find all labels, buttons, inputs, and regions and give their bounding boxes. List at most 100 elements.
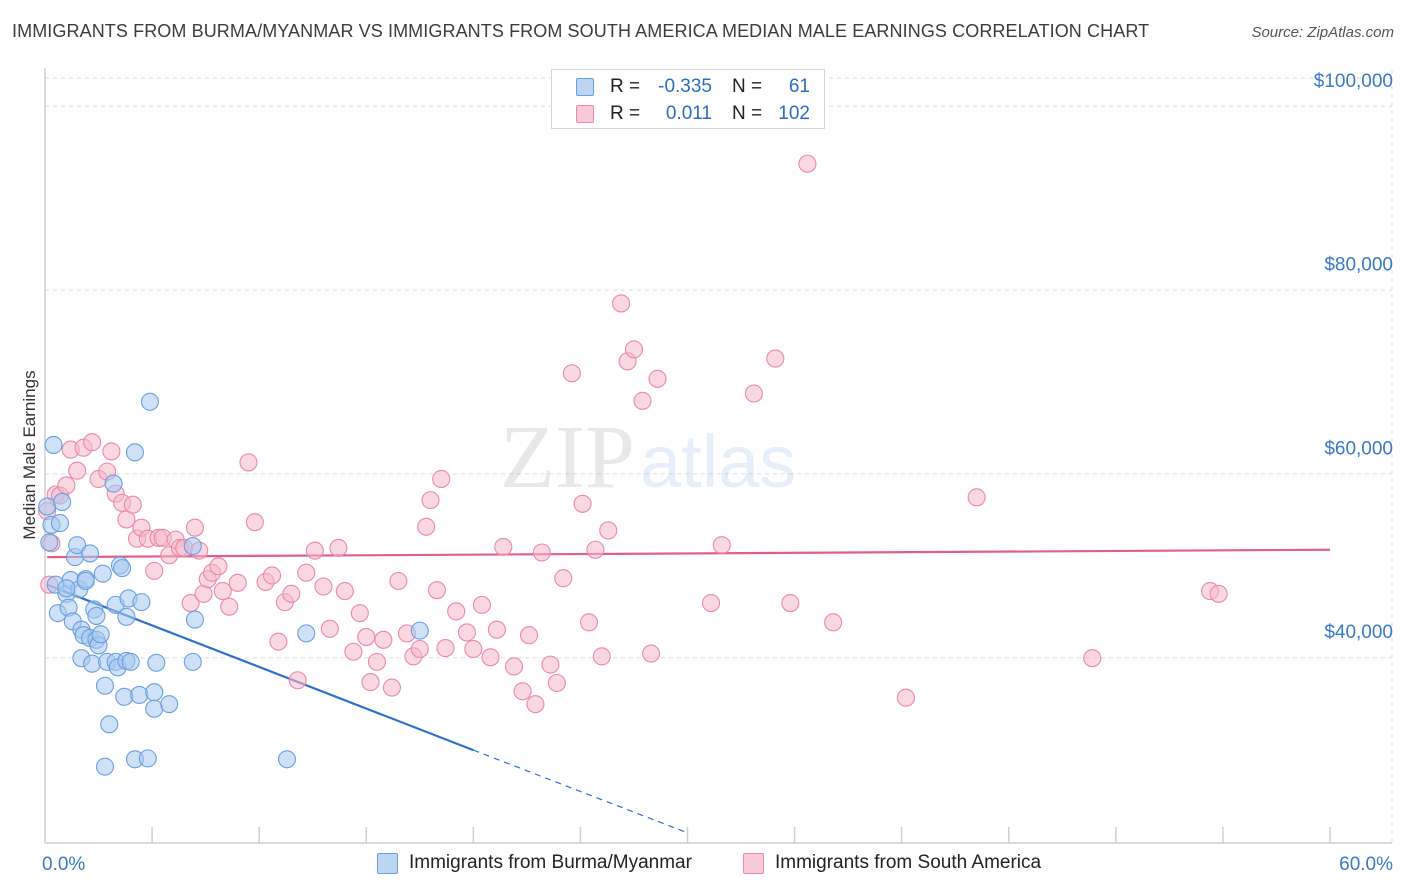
point-south-america	[457, 623, 476, 642]
point-south-america	[436, 639, 455, 658]
legend-swatch-blue	[576, 78, 594, 96]
point-south-america	[586, 540, 605, 559]
point-south-america	[532, 543, 551, 562]
point-south-america	[896, 688, 916, 707]
point-south-america	[357, 628, 376, 647]
point-burma	[83, 654, 102, 673]
point-south-america	[967, 488, 986, 507]
point-burma	[100, 715, 119, 734]
point-south-america	[320, 619, 339, 638]
point-south-america	[541, 655, 560, 674]
stats-legend: R = -0.335 N = 61 R = 0.011 N = 102	[551, 69, 825, 129]
point-south-america	[228, 573, 247, 592]
point-burma	[410, 621, 429, 640]
point-south-america	[547, 673, 566, 693]
point-south-america	[367, 652, 387, 671]
point-south-america	[1083, 649, 1102, 668]
point-south-america	[83, 433, 102, 452]
point-burma	[80, 544, 100, 563]
point-south-america	[554, 569, 573, 588]
legend-r-label: R =	[610, 103, 641, 124]
point-south-america	[612, 294, 631, 313]
point-south-america	[504, 657, 524, 676]
point-south-america	[102, 442, 121, 461]
point-south-america	[269, 632, 288, 651]
point-south-america	[579, 613, 599, 632]
point-south-america	[382, 678, 402, 697]
point-south-america	[513, 682, 532, 701]
point-south-america	[350, 604, 369, 623]
watermark-atlas: atlas	[640, 420, 796, 503]
point-south-america	[410, 639, 429, 659]
point-burma	[117, 607, 136, 626]
point-south-america	[766, 349, 785, 368]
point-south-america	[624, 340, 644, 359]
point-south-america	[220, 597, 239, 616]
point-burma	[125, 443, 144, 462]
point-south-america	[432, 469, 451, 489]
point-burma	[183, 652, 202, 671]
point-burma	[138, 749, 157, 768]
point-south-america	[519, 626, 539, 645]
point-burma	[93, 564, 112, 583]
point-south-america	[487, 620, 506, 639]
legend-n-value: 102	[778, 103, 810, 124]
point-south-america	[288, 671, 307, 690]
point-burma	[91, 625, 110, 644]
point-burma	[113, 559, 132, 578]
point-burma	[115, 687, 134, 706]
point-south-america	[181, 593, 200, 613]
point-south-america	[599, 521, 618, 540]
trend-line-burma-extension	[473, 749, 688, 834]
x-tick-label: 60.0%	[1339, 854, 1393, 875]
point-burma	[185, 610, 204, 629]
point-burma	[95, 757, 115, 776]
point-south-america	[824, 613, 843, 632]
watermark-zip: ZIP	[500, 408, 635, 507]
point-south-america	[526, 695, 545, 714]
point-south-america	[427, 581, 446, 600]
bottom-swatch-blue	[377, 853, 398, 874]
bottom-legend-label: Immigrants from South America	[775, 852, 1042, 873]
point-south-america	[213, 582, 232, 601]
legend-swatch-pink	[576, 105, 594, 123]
tick-labels: $40,000 $60,000 $80,000 $100,000 0.0% 60.0%	[42, 71, 1393, 875]
y-tick-label: $100,000	[1314, 71, 1393, 92]
point-burma	[277, 750, 297, 769]
legend-r-value: 0.011	[665, 103, 712, 124]
point-south-america	[744, 384, 763, 403]
point-south-america	[648, 369, 667, 388]
y-tick-label: $40,000	[1324, 622, 1393, 643]
point-burma	[76, 571, 95, 591]
point-south-america	[1209, 584, 1228, 603]
point-south-america	[209, 557, 228, 576]
point-burma	[87, 606, 106, 625]
point-south-america	[361, 673, 380, 692]
point-south-america	[145, 561, 164, 580]
source-label: Source: ZipAtlas.com	[1251, 24, 1394, 41]
point-south-america	[262, 566, 282, 585]
point-south-america	[447, 602, 466, 621]
point-south-america	[417, 517, 436, 536]
point-burma	[57, 579, 76, 598]
gridlines	[45, 70, 1393, 842]
trend-lines	[46, 548, 1331, 834]
point-burma	[183, 537, 202, 556]
point-burma	[132, 593, 151, 612]
point-burma	[53, 492, 72, 512]
y-tick-label: $60,000	[1324, 438, 1393, 459]
point-south-america	[314, 577, 333, 596]
point-burma	[38, 497, 57, 516]
legend-n-label: N =	[732, 76, 763, 97]
point-burma	[50, 514, 70, 533]
point-south-america	[592, 647, 611, 666]
bottom-swatch-pink	[743, 853, 764, 874]
axes	[44, 68, 1392, 844]
point-burma	[297, 624, 316, 643]
point-south-america	[185, 518, 204, 537]
trend-line-south-america	[47, 548, 1331, 559]
point-south-america	[344, 642, 363, 661]
point-burma	[40, 533, 59, 552]
point-south-america	[68, 461, 87, 480]
